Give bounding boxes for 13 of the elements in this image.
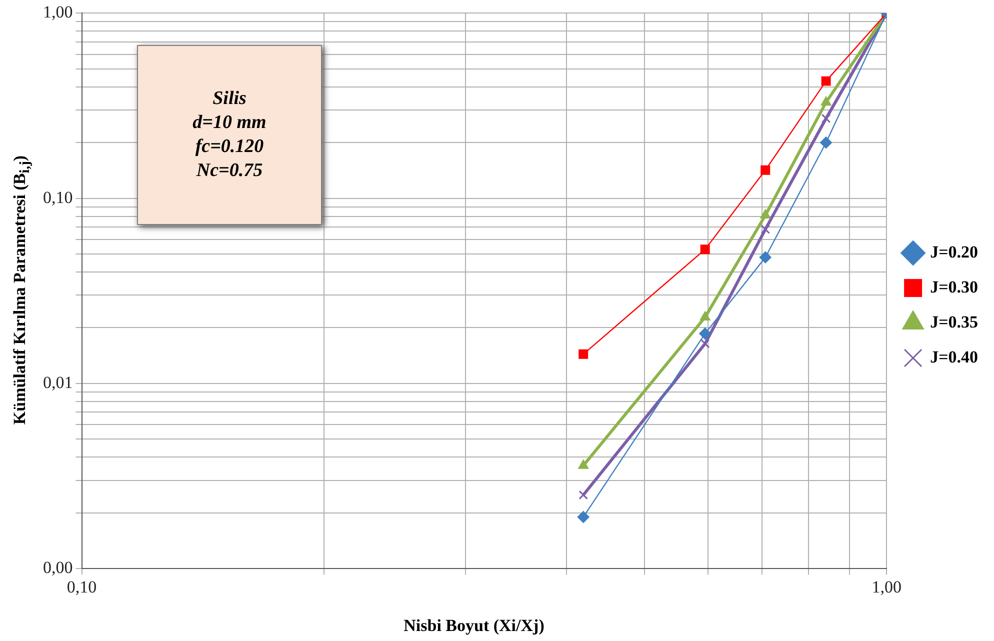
legend-label: J=0.35 <box>930 312 978 332</box>
annotation: Silis <box>212 87 246 111</box>
y-tick-label: 0,10 <box>43 188 73 207</box>
y-tick-label: 1,00 <box>43 2 73 22</box>
legend-label: J=0.40 <box>930 347 978 366</box>
legend-label: J=0.30 <box>930 277 978 296</box>
annotation: fc=0.120 <box>195 135 264 159</box>
x-axis-title: Nisbi Boyut (Xi/Xj) <box>402 616 546 636</box>
y-tick-label: 0,01 <box>43 372 73 392</box>
annotation: Nc=0.75 <box>196 159 263 183</box>
annotation: d=10 mm <box>192 111 266 135</box>
y-tick-label: 0,00 <box>43 558 73 578</box>
legend-label: J=0.20 <box>930 242 978 262</box>
